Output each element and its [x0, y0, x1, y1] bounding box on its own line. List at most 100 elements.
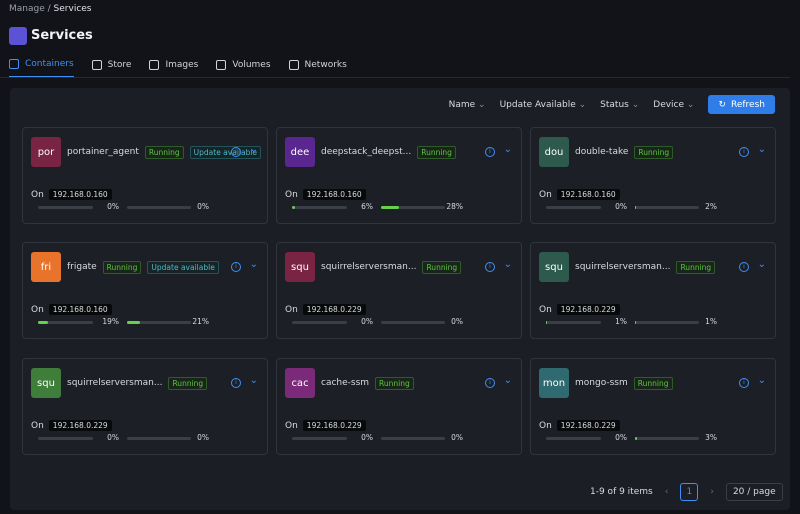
cpu-percent: 0% — [107, 433, 119, 442]
expand-chevron[interactable]: ⌄ — [249, 144, 258, 155]
expand-chevron[interactable]: ⌄ — [249, 259, 258, 270]
location: On 192.168.0.229 — [285, 304, 366, 315]
tab[interactable]: Containers — [9, 59, 74, 78]
memory-percent: 3% — [705, 433, 717, 442]
cpu-track — [292, 206, 347, 209]
ip-address: 192.168.0.229 — [556, 304, 620, 315]
memory-percent: 0% — [451, 317, 463, 326]
info-icon[interactable]: i — [485, 378, 495, 388]
avatar: fri — [31, 252, 61, 282]
current-page[interactable]: 1 — [680, 483, 699, 501]
refresh-label: Refresh — [731, 99, 765, 110]
avatar: squ — [31, 368, 61, 398]
status-tag: Running — [633, 376, 673, 390]
ip-address: 192.168.0.160 — [48, 189, 112, 200]
info-icon[interactable]: i — [485, 147, 495, 157]
avatar: por — [31, 137, 61, 167]
status-tag: Running — [102, 260, 142, 274]
expand-chevron[interactable]: ⌄ — [249, 375, 258, 386]
container-name: squirrelserversman... — [67, 378, 163, 388]
info-icon[interactable]: i — [739, 147, 749, 157]
tab[interactable]: Volumes — [216, 59, 271, 78]
cpu-bar — [38, 321, 49, 324]
status-tag: Update available — [189, 145, 262, 159]
expand-chevron[interactable]: ⌄ — [503, 259, 512, 270]
filters: Name Update Available Status Device ↻ Refresh — [449, 95, 775, 114]
tab[interactable]: Store — [91, 59, 131, 78]
location: On 192.168.0.229 — [539, 304, 620, 315]
filter[interactable]: Update Available — [500, 100, 587, 110]
location: On 192.168.0.229 — [539, 420, 620, 431]
container-card[interactable]: cac cache-ssm Running i ⌄ On 192.168.0.229 0% 0% — [276, 358, 522, 455]
info-icon[interactable]: i — [739, 262, 749, 272]
tab-divider — [0, 77, 790, 78]
prev-page[interactable]: ‹ — [664, 487, 669, 497]
tab-label: Networks — [304, 60, 347, 70]
location-label: On — [539, 420, 552, 431]
tab[interactable]: Networks — [288, 59, 347, 78]
card-header: por portainer_agent Running Update availabl… — [31, 137, 262, 167]
tab-icon — [216, 60, 227, 70]
expand-chevron[interactable]: ⌄ — [757, 259, 766, 270]
filter[interactable]: Status — [600, 100, 639, 110]
status-tag: Running — [422, 260, 462, 274]
cpu-percent: 0% — [615, 433, 627, 442]
memory-track — [381, 437, 445, 440]
info-icon[interactable]: i — [231, 147, 241, 157]
status-tag: Running — [375, 376, 414, 390]
tab-icon — [149, 60, 160, 70]
info-icon[interactable]: i — [485, 262, 495, 272]
cpu-percent: 0% — [107, 202, 119, 211]
location: On 192.168.0.160 — [285, 189, 366, 200]
card-header: mon mongo-ssm Running — [539, 368, 673, 398]
location: On 192.168.0.229 — [31, 420, 112, 431]
tab[interactable]: Images — [149, 59, 198, 78]
pagination-summary: 1-9 of 9 items — [590, 487, 653, 497]
cpu-percent: 6% — [361, 202, 373, 211]
expand-chevron[interactable]: ⌄ — [757, 375, 766, 386]
container-card[interactable]: fri frigate Running Update available i ⌄ On 192… — [22, 242, 268, 339]
container-card[interactable]: dou double-take Running i ⌄ On 192.168.0.160 0%… — [530, 127, 776, 224]
container-name: frigate — [67, 262, 97, 272]
location-label: On — [539, 304, 552, 315]
container-card[interactable]: squ squirrelserversman... Running i ⌄ On 192.1… — [276, 242, 522, 339]
container-card[interactable]: mon mongo-ssm Running i ⌄ On 192.168.0.229 0% 3% — [530, 358, 776, 455]
memory-percent: 21% — [192, 317, 209, 326]
ip-address: 192.168.0.229 — [556, 420, 620, 431]
location-label: On — [31, 420, 44, 431]
expand-chevron[interactable]: ⌄ — [503, 375, 512, 386]
container-name: squirrelserversman... — [321, 262, 417, 272]
memory-track — [127, 321, 191, 324]
container-card[interactable]: squ squirrelserversman... Running i ⌄ On 192.1… — [22, 358, 268, 455]
memory-percent: 1% — [705, 317, 717, 326]
filter[interactable]: Name — [449, 100, 486, 110]
location-label: On — [31, 304, 44, 315]
breadcrumb-link[interactable]: Manage — [9, 4, 45, 14]
ip-address: 192.168.0.160 — [302, 189, 366, 200]
status-tag: Running — [417, 145, 456, 159]
filter[interactable]: Device — [653, 100, 694, 110]
container-name: deepstack_deepst... — [321, 147, 412, 157]
expand-chevron[interactable]: ⌄ — [757, 144, 766, 155]
container-card[interactable]: squ squirrelserversman... Running i ⌄ On 192.1… — [530, 242, 776, 339]
tab-icon — [91, 60, 102, 70]
info-icon[interactable]: i — [739, 378, 749, 388]
memory-track — [635, 437, 699, 440]
tabs: Containers Store Images Volumes Networks — [9, 59, 347, 78]
expand-chevron[interactable]: ⌄ — [503, 144, 512, 155]
refresh-icon: ↻ — [718, 99, 726, 110]
refresh-button[interactable]: ↻ Refresh — [708, 95, 775, 114]
container-card[interactable]: dee deepstack_deepst... Running i ⌄ On 192.168… — [276, 127, 522, 224]
next-page[interactable]: › — [710, 487, 714, 497]
avatar: squ — [285, 252, 315, 282]
info-icon[interactable]: i — [231, 378, 241, 388]
page-size[interactable]: 20 / page — [725, 483, 783, 501]
cpu-bar — [546, 321, 547, 324]
avatar: mon — [539, 368, 569, 398]
cpu-percent: 0% — [361, 433, 373, 442]
container-card[interactable]: por portainer_agent Running Update availabl… — [22, 127, 268, 224]
avatar: squ — [539, 252, 569, 282]
location-label: On — [285, 189, 298, 200]
info-icon[interactable]: i — [231, 262, 241, 272]
